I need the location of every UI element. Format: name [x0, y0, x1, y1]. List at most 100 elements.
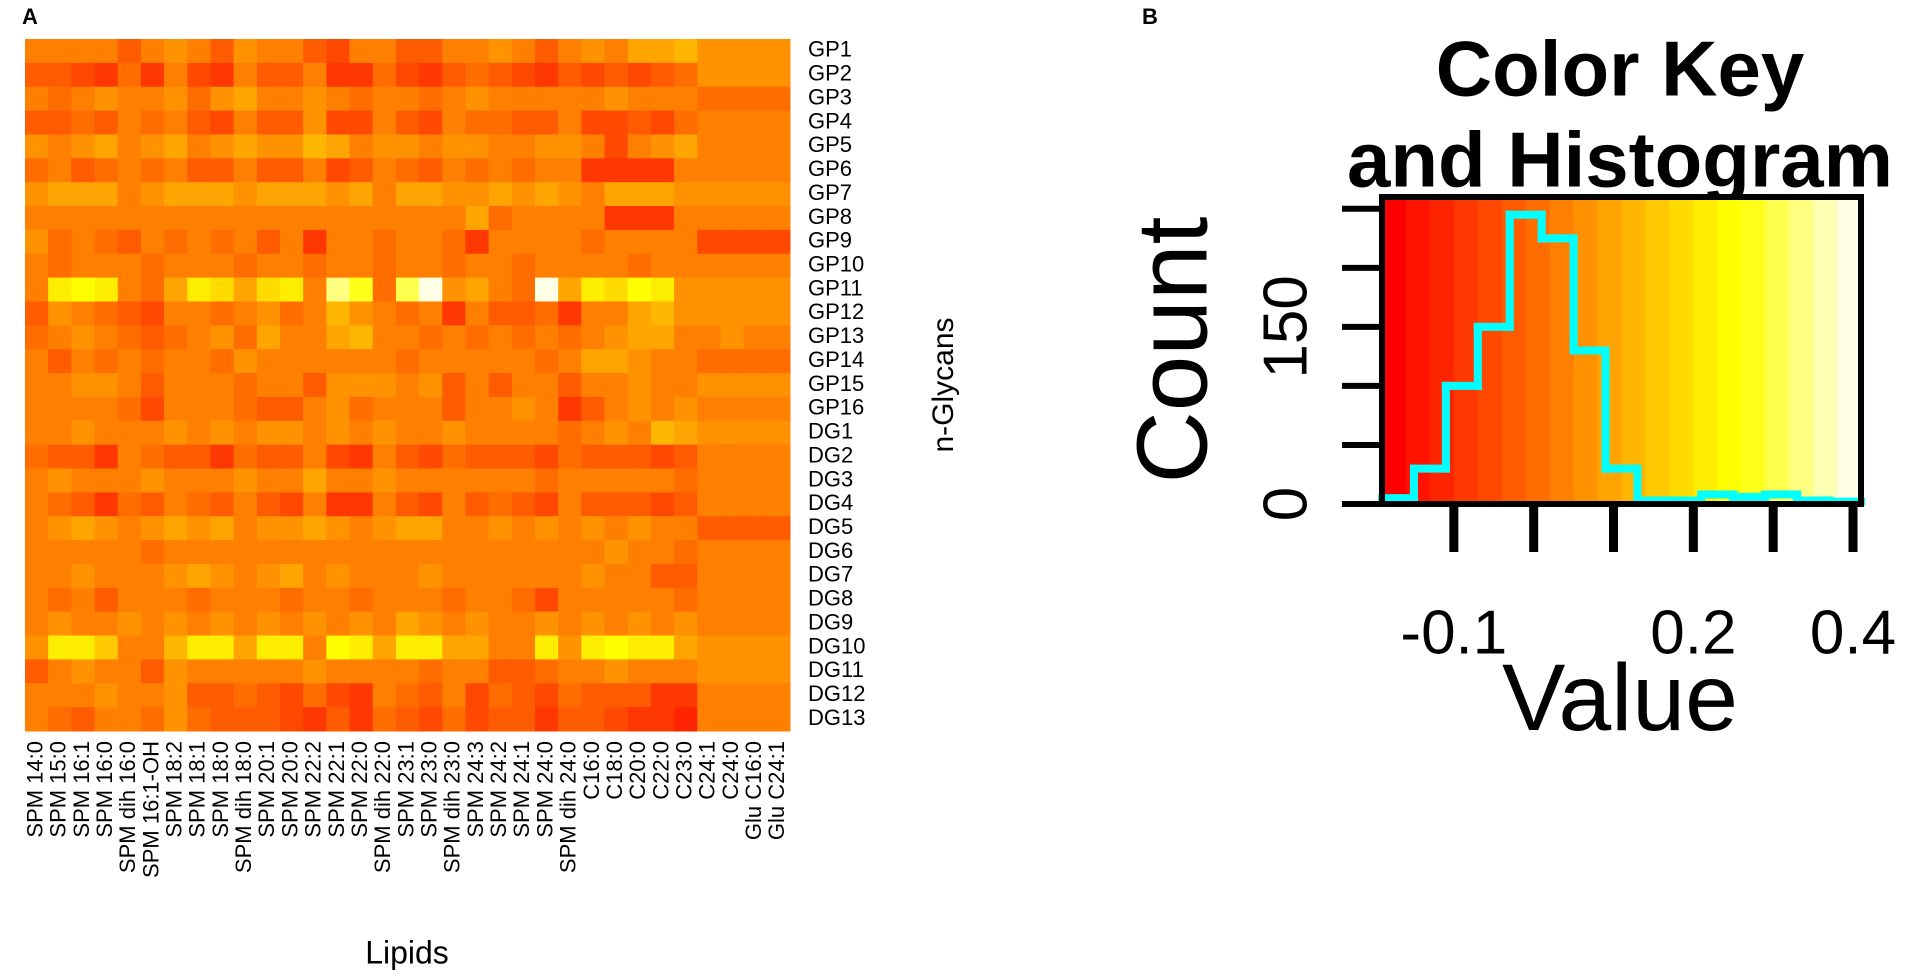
heatmap-cell: [511, 349, 536, 374]
heatmap-cell: [280, 39, 304, 64]
heatmap-cell: [395, 86, 420, 112]
heatmap-cell: [697, 206, 721, 231]
heatmap-cell: [511, 587, 536, 613]
heatmap-cell: [442, 206, 466, 231]
heatmap-cell: [581, 707, 606, 732]
column-label: C20:0: [625, 741, 650, 800]
heatmap-cell: [465, 707, 490, 732]
heatmap-cell: [743, 253, 768, 279]
heatmap-cell: [94, 277, 119, 302]
heatmap-cell: [233, 39, 258, 64]
heatmap-cell: [604, 516, 629, 541]
heatmap-cell: [558, 396, 582, 422]
heatmap-cell: [535, 563, 559, 589]
heatmap-cell: [511, 325, 536, 350]
heatmap-cell: [697, 468, 721, 493]
heatmap-cell: [720, 683, 745, 708]
heatmap-cell: [488, 492, 513, 517]
column-label: SPM 18:0: [208, 741, 233, 838]
heatmap-cell: [674, 206, 698, 231]
column-label: C18:0: [602, 741, 627, 800]
heatmap-cell: [766, 373, 791, 398]
heatmap-cell: [280, 587, 304, 613]
heatmap-cell: [349, 707, 374, 732]
heatmap-cell: [465, 349, 490, 374]
heatmap-cell: [627, 86, 652, 112]
heatmap-cell: [650, 420, 675, 446]
heatmap-cell: [25, 325, 49, 350]
heatmap-cell: [650, 444, 675, 470]
heatmap-cell: [326, 563, 351, 589]
color-key-band: [1741, 197, 1766, 504]
heatmap-cell: [94, 468, 119, 493]
heatmap-cell: [117, 39, 142, 64]
heatmap-cell: [395, 325, 420, 350]
heatmap-cell: [419, 301, 443, 326]
heatmap-cell: [650, 277, 675, 302]
heatmap-cell: [395, 229, 420, 255]
heatmap-cell: [25, 62, 49, 88]
heatmap-cell: [581, 134, 606, 159]
heatmap-cell: [511, 110, 536, 135]
heatmap-cell: [164, 277, 188, 302]
heatmap-cell: [720, 86, 745, 112]
heatmap-cell: [25, 659, 49, 684]
heatmap-cell: [604, 325, 629, 350]
heatmap-cell: [442, 325, 466, 350]
heatmap-cell: [558, 492, 582, 517]
heatmap-cell: [48, 563, 72, 589]
heatmap-cell: [442, 444, 466, 470]
heatmap-cell: [419, 683, 443, 708]
heatmap-cell: [674, 611, 698, 637]
heatmap-cell: [256, 277, 281, 302]
heatmap-cell: [256, 301, 281, 326]
heatmap-cell: [535, 611, 559, 637]
color-key-band: [1789, 197, 1814, 504]
heatmap-cell: [627, 62, 652, 88]
heatmap-cell: [210, 492, 235, 517]
heatmap-cell: [280, 182, 304, 207]
x-axis-label: Value: [1502, 645, 1738, 751]
heatmap-cell: [581, 229, 606, 255]
heatmap-cell: [25, 516, 49, 541]
heatmap-cell: [650, 134, 675, 159]
heatmap-cell: [442, 229, 466, 255]
heatmap-cell: [743, 39, 768, 64]
heatmap-cell: [71, 396, 96, 422]
heatmap-cell: [442, 635, 466, 660]
heatmap-cell: [349, 396, 374, 422]
heatmap-cell: [511, 468, 536, 493]
heatmap-cell: [303, 540, 327, 565]
heatmap-cell: [604, 492, 629, 517]
color-key-band: [1477, 197, 1503, 504]
column-label: SPM 20:1: [254, 741, 279, 838]
heatmap-cell: [48, 158, 72, 183]
heatmap-cell: [303, 707, 327, 732]
heatmap-cell: [627, 134, 652, 159]
x-tick-label: 0.2: [1650, 598, 1736, 667]
heatmap-cell: [210, 277, 235, 302]
heatmap-cell: [25, 253, 49, 279]
heatmap-cell: [511, 420, 536, 446]
heatmap-cell: [349, 158, 374, 183]
color-key-band: [1501, 197, 1527, 504]
heatmap-cell: [303, 492, 327, 517]
heatmap-cell: [743, 587, 768, 613]
heatmap-cell: [743, 420, 768, 446]
heatmap-cell: [419, 86, 443, 112]
heatmap-cell: [581, 301, 606, 326]
heatmap-cell: [650, 707, 675, 732]
heatmap-cell: [395, 253, 420, 279]
heatmap-cell: [25, 277, 49, 302]
row-label: GP12: [808, 299, 864, 324]
heatmap-cell: [511, 62, 536, 88]
heatmap-cell: [465, 468, 490, 493]
heatmap-cell: [766, 182, 791, 207]
heatmap-cell: [558, 182, 582, 207]
heatmap-cell: [442, 611, 466, 637]
heatmap-cell: [581, 659, 606, 684]
heatmap-cell: [256, 325, 281, 350]
heatmap-cell: [94, 444, 119, 470]
heatmap-cell: [349, 659, 374, 684]
